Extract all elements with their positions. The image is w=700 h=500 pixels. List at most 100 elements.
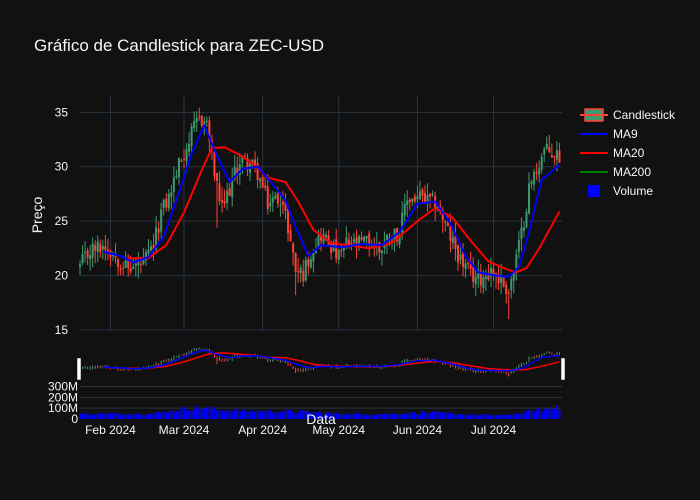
volume-bar [190,410,193,419]
candle-body [406,200,409,205]
volume-bar [489,415,492,419]
volume-bar [198,407,201,419]
candle-body [380,250,383,254]
candle-body [528,183,531,214]
volume-bar [553,408,556,419]
volume-bar [297,412,300,419]
volume-bar [408,411,411,419]
candle-body [312,252,315,262]
volume-bar [484,414,487,419]
candle-body [213,151,216,177]
legend-item-ma20[interactable]: MA20 [580,146,645,160]
candle-body [231,178,234,198]
volume-bar [322,414,325,419]
volume-bar [246,411,249,419]
volume-bar [81,413,84,419]
candle-body [314,249,317,253]
candle-body [337,250,340,260]
volume-bar [182,406,186,419]
volume-bar [165,412,168,419]
candle-body [525,211,528,228]
candle-body [517,240,520,252]
volume-bar [269,409,272,419]
volume-bar [175,410,178,419]
legend-item-candlestick[interactable]: Candlestick [580,108,676,122]
candle-body [431,194,434,196]
volume-bar [423,411,427,419]
candle-body [462,251,465,267]
volume-bar [406,414,409,419]
candle-body [218,183,221,202]
volume-bar [441,412,444,419]
volume-bar [289,409,292,419]
legend-item-ma9[interactable]: MA9 [580,127,638,141]
legend-item-ma200[interactable]: MA200 [580,165,651,179]
candle-body [418,191,421,199]
volume-bar [530,410,533,419]
volume-bar [294,412,297,419]
candle-body [464,263,467,269]
volume-bar [221,410,224,419]
volume-bar [213,406,216,419]
volume-bar [335,412,338,419]
candle-body [223,201,226,204]
volume-bar [307,411,310,419]
volume-bar [264,412,267,419]
candle-body [469,260,472,269]
volume-bar [276,413,279,419]
volume-bar [401,414,404,419]
volume-bar [302,410,305,419]
volume-bar [464,415,467,419]
volume-bar [363,414,366,419]
legend[interactable]: Candlestick MA9 MA20 MA200 Volume [580,108,676,198]
candle-body [233,166,236,179]
range-slider[interactable] [76,347,566,381]
volume-bar [355,413,358,419]
candle-body [205,120,208,122]
volume-bar [287,410,290,419]
candle-body [150,246,153,251]
volume-bar [104,413,107,419]
x-tick-label: Mar 2024 [159,423,210,437]
candle-body [144,251,147,260]
volume-bar [195,405,198,419]
volume-bar [345,414,348,419]
volume-bar [426,412,429,419]
candle-body [96,241,99,252]
volume-bar [479,414,482,419]
volume-bar [188,410,191,419]
x-axis-title: Data [306,411,336,427]
volume-bar [340,414,343,419]
candle-body [241,157,244,163]
candle-body [500,276,503,283]
candle-body [238,164,241,176]
candle-body [271,197,274,203]
candle-body [190,126,193,146]
volume-bar [259,411,262,419]
candle-body [472,265,475,282]
candle-body [352,239,355,243]
volume-bar [418,413,421,419]
candle-body [512,270,515,281]
volume-bar [421,411,424,419]
volume-bar [177,411,180,419]
ma20-line [128,146,561,274]
candle-body [385,234,388,242]
candle-body [449,226,452,241]
volume-bar [78,413,82,419]
volume-bar [284,409,287,419]
volume-bar [111,412,114,419]
volume-bar [365,415,368,419]
candle-body [398,234,401,245]
volume-bar [248,411,251,419]
volume-bar [208,406,211,419]
candle-body [363,236,366,242]
volume-bar [185,409,188,419]
volume-bar [86,413,89,419]
candle-body [358,236,361,244]
volume-bar [373,414,376,419]
y-tick-label: 25 [55,214,69,228]
volume-bar [99,414,102,419]
legend-item-volume[interactable]: Volume [588,184,653,198]
volume-bar [393,413,396,419]
